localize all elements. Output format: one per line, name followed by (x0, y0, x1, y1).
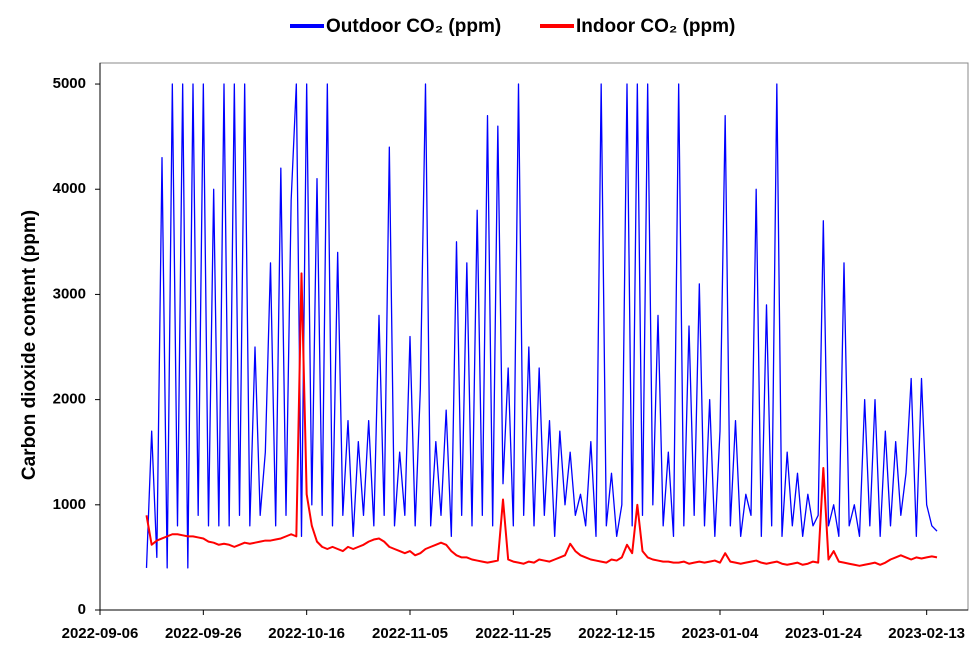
x-tick-label: 2022-09-26 (165, 625, 242, 642)
x-tick-label: 2022-10-16 (268, 625, 345, 642)
y-tick-label: 3000 (53, 285, 86, 302)
x-tick-label: 2022-12-15 (578, 625, 655, 642)
y-tick-label: 2000 (53, 391, 86, 408)
series-line (145, 83, 938, 569)
legend-label: Indoor CO₂ (ppm) (576, 16, 735, 37)
y-tick-label: 0 (78, 601, 86, 618)
y-tick-label: 4000 (53, 180, 86, 197)
y-tick-label: 5000 (53, 75, 86, 92)
x-tick-label: 2023-01-04 (682, 625, 759, 642)
y-axis-title: Carbon dioxide content (ppm) (19, 210, 40, 480)
x-tick-label: 2022-11-25 (475, 625, 551, 642)
x-tick-label: 2022-11-05 (372, 625, 448, 642)
x-tick-label: 2022-09-06 (62, 625, 139, 642)
series-line (145, 272, 938, 567)
x-tick-label: 2023-02-13 (888, 625, 965, 642)
x-tick-label: 2023-01-24 (785, 625, 862, 642)
legend-label: Outdoor CO₂ (ppm) (326, 16, 501, 37)
y-tick-label: 1000 (53, 496, 86, 513)
